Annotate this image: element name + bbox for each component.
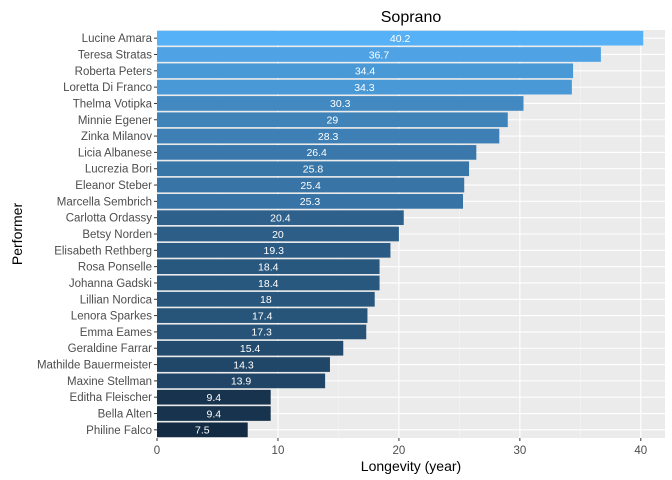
bar	[157, 145, 477, 160]
category-tick-label: Loretta Di Franco	[63, 82, 152, 94]
bar	[157, 275, 380, 291]
bar-value-label: 34.4	[355, 66, 376, 78]
category-tick-label: Geraldine Farrar	[68, 343, 153, 355]
bar-value-label: 17.4	[252, 310, 273, 322]
bar-value-label: 14.3	[233, 359, 254, 371]
chart-title: Soprano	[381, 9, 442, 26]
bar	[157, 112, 508, 128]
category-tick-label: Marcella Sembrich	[57, 196, 152, 208]
bar	[157, 373, 326, 389]
bar-value-label: 29	[327, 115, 339, 127]
category-tick-label: Eleanor Steber	[75, 180, 152, 192]
bars	[157, 30, 644, 438]
bar-value-labels: 40.236.7 34.4 34.330.3 29 28.3 26.4 25.8 25.4 25…	[195, 33, 410, 437]
bar-value-label: 18	[260, 294, 272, 306]
bar	[157, 128, 500, 144]
bar-value-label: 25.3	[300, 196, 321, 208]
y-axis-title: Performer	[9, 203, 25, 266]
category-tick-label: Rosa Ponselle	[78, 262, 152, 274]
bar	[157, 161, 470, 177]
category-tick-label: Betsy Norden	[82, 229, 152, 241]
bar-value-label: 34.3	[354, 82, 375, 94]
category-tick-label: Licia Albanese	[78, 147, 152, 159]
category-tick-label: Lillian Nordica	[80, 294, 153, 306]
bar	[157, 177, 465, 193]
category-tick-label: Philine Falco	[86, 425, 152, 437]
x-tick-label: 10	[272, 445, 285, 457]
bar	[157, 194, 464, 209]
bar-value-label: 20	[272, 229, 284, 241]
bar	[157, 357, 330, 372]
bar	[157, 422, 248, 438]
x-tick-label: 20	[393, 445, 406, 457]
bar	[157, 406, 271, 421]
category-tick-label: Editha Fleischer	[70, 392, 153, 404]
bar-value-label: 30.3	[330, 98, 351, 110]
bar	[157, 96, 524, 111]
bar	[157, 291, 375, 307]
category-tick-label: Thelma Votipka	[73, 98, 153, 110]
category-tick-label: Mathilde Bauermeister	[37, 360, 152, 372]
bar-value-label: 40.2	[390, 33, 411, 45]
bar	[157, 47, 601, 62]
category-tick-label: Lenora Sparkes	[71, 311, 152, 323]
bar-value-label: 25.8	[303, 164, 324, 176]
category-tick-label: Emma Eames	[80, 327, 152, 339]
x-tick-label: 40	[634, 445, 647, 457]
category-tick-label: Lucine Amara	[82, 33, 153, 45]
bar-value-label: 9.4	[207, 408, 222, 420]
bar-value-label: 13.9	[231, 376, 252, 388]
bar-value-label: 18.4	[258, 261, 279, 273]
bar-value-label: 19.3	[264, 245, 285, 257]
bar	[157, 30, 644, 46]
category-tick-label: Teresa Stratas	[78, 49, 152, 61]
bar	[157, 79, 572, 95]
x-tick-label: 30	[513, 445, 526, 457]
bar	[157, 210, 404, 226]
bar	[157, 226, 399, 242]
bar-value-label: 28.3	[318, 131, 339, 143]
bar	[157, 259, 380, 274]
bar-value-label: 17.3	[251, 327, 272, 339]
category-tick-label: Bella Alten	[98, 409, 152, 421]
category-tick-label: Maxine Stellman	[67, 376, 152, 388]
bar	[157, 63, 574, 79]
bar-value-label: 18.4	[258, 278, 279, 290]
bar-value-label: 20.4	[270, 212, 291, 224]
bar	[157, 324, 367, 340]
x-tick-label: 0	[154, 445, 160, 457]
bar	[157, 242, 391, 258]
category-tick-label: Elisabeth Rethberg	[54, 245, 152, 257]
value-axis: 0 10 20 30 40	[154, 438, 647, 457]
category-tick-label: Roberta Peters	[75, 66, 153, 78]
bar-value-label: 26.4	[306, 147, 327, 159]
category-tick-label: Zinka Milanov	[81, 131, 152, 143]
bar-value-label: 15.4	[240, 343, 261, 355]
bar	[157, 340, 344, 356]
bar-value-label: 25.4	[300, 180, 321, 192]
bar-value-label: 9.4	[207, 392, 222, 404]
category-tick-label: Carlotta Ordassy	[66, 213, 153, 225]
category-tick-label: Minnie Egener	[78, 115, 152, 127]
bar	[157, 308, 368, 323]
category-tick-label: Johanna Gadski	[69, 278, 152, 290]
x-axis-title: Longevity (year)	[361, 458, 461, 474]
category-axis: Lucine Amara Teresa Stratas Roberta Peters…	[37, 33, 157, 437]
bar-value-label: 36.7	[369, 49, 390, 61]
category-tick-label: Lucrezia Bori	[85, 164, 152, 176]
bar-value-label: 7.5	[195, 425, 210, 437]
bar	[157, 389, 271, 405]
